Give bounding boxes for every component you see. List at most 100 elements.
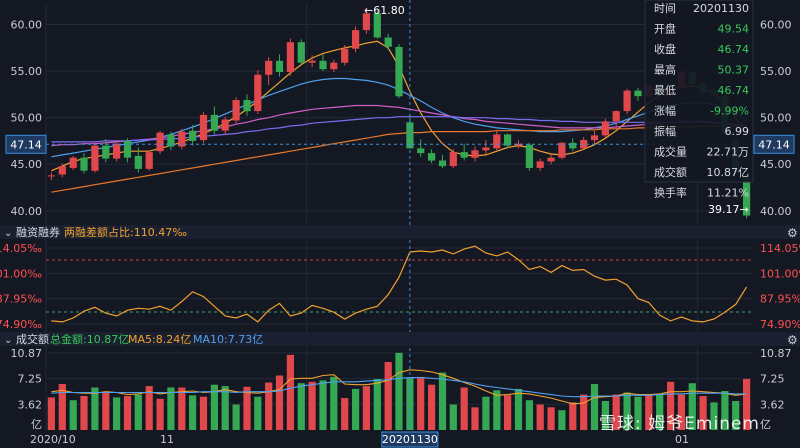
candle-body: [189, 130, 197, 141]
crosshair-layer: 47.14 47.14 20201130: [5, 0, 795, 448]
candle-body: [362, 13, 370, 31]
price-axis-label-left: 45.00: [11, 158, 43, 171]
volume-bar: [569, 402, 577, 430]
watermark: 雪球: 姆爷Eminem: [599, 414, 760, 434]
axis-labels-layer: 60.00 60.00 55.00 55.00 50.00 50.00 45.00 45.00…: [0, 18, 800, 446]
candle-body: [265, 60, 273, 75]
ratio-axis-label-left: 101.00‰: [0, 267, 42, 280]
time-axis-label: 2020/10: [30, 433, 76, 446]
volume-bar: [221, 386, 229, 430]
candle-body: [547, 157, 555, 162]
low-price-annotation: 39.17→: [708, 203, 749, 216]
candle-body: [590, 135, 599, 141]
candle-body: [243, 100, 251, 112]
ratio-axis-label-right: 87.95‰: [760, 293, 800, 306]
settings-gear-icon[interactable]: ⚙: [787, 333, 798, 347]
candle-body: [123, 140, 132, 158]
candle-body: [558, 142, 566, 158]
ratio-axis-label-left: 114.05‰: [0, 242, 42, 255]
ratio-axis-label-left: 74.90‰: [0, 318, 42, 331]
candle-body: [601, 121, 609, 136]
candle-body: [145, 152, 153, 169]
ratio-axis-label-right: 101.00‰: [760, 267, 800, 280]
volume-bar: [645, 394, 653, 430]
volume-bar: [80, 396, 88, 430]
candle-body: [91, 145, 99, 171]
tooltip-row-value: 6.99: [725, 125, 750, 138]
volume-bar: [547, 407, 555, 430]
candle-body: [275, 60, 284, 72]
candle-body: [297, 42, 305, 63]
candle-body: [232, 100, 240, 121]
margin-ratio-line: [51, 245, 748, 323]
price-axis-label-right: 45.00: [760, 158, 792, 171]
candle-body: [352, 30, 360, 49]
volume-axis-label-left: 3.62: [18, 398, 43, 411]
settings-gear-icon[interactable]: ⚙: [787, 226, 798, 240]
volume-bar: [428, 384, 436, 430]
volume-bar: [449, 404, 457, 430]
candle-body: [178, 131, 186, 147]
candle-body: [449, 152, 457, 167]
volume-bar: [677, 394, 685, 430]
volume-bar: [536, 404, 544, 430]
volume-bar: [210, 384, 218, 430]
volume-bar: [395, 352, 403, 430]
volume-bar: [699, 396, 707, 430]
volume-bar: [265, 382, 273, 430]
volume-bar: [243, 386, 251, 430]
price-axis-label-left: 50.00: [11, 112, 43, 125]
volume-bar: [113, 397, 121, 430]
time-axis-label: 11: [160, 433, 174, 446]
volume-bar: [330, 376, 338, 430]
price-ma-line: [51, 104, 747, 147]
volume-axis-label-left: 亿: [31, 418, 42, 431]
time-axis-label: 01: [675, 433, 689, 446]
margin-panel-title: 融资融券: [16, 225, 60, 239]
collapse-chevron-icon[interactable]: ⌄: [4, 228, 12, 239]
high-price-annotation: ←61.80: [364, 4, 405, 17]
collapse-chevron-icon[interactable]: ⌄: [4, 335, 12, 346]
volume-bar: [417, 376, 425, 430]
volume-bar: [580, 394, 588, 430]
volume-bar: [460, 387, 468, 430]
candle-body: [406, 122, 414, 149]
tooltip-row-label: 收盘: [654, 42, 676, 56]
candle-body: [395, 46, 403, 97]
volume-bar: [732, 401, 740, 430]
candle-body: [623, 90, 631, 112]
volume-axis-label-right: 亿: [760, 418, 771, 431]
volume-bar: [286, 354, 294, 430]
volume-bar: [308, 381, 316, 430]
tooltip-row-value: 10.87亿: [707, 166, 750, 179]
candle-body: [743, 175, 751, 216]
volume-bar: [275, 375, 284, 430]
tooltip-row-label: 成交额: [654, 165, 687, 179]
volume-bar: [189, 395, 197, 430]
candle-body: [199, 114, 208, 141]
volume-bar: [167, 387, 175, 430]
volume-bar: [134, 394, 142, 430]
volume-panel-title: 成交额: [16, 332, 49, 346]
tooltip-row-label: 最低: [654, 84, 676, 97]
volume-bar: [438, 372, 447, 430]
volume-axis-label-left: 7.25: [18, 373, 43, 386]
candle-body: [254, 74, 262, 112]
candle-body: [308, 60, 316, 63]
volume-bar: [743, 379, 751, 430]
volume-axis-label-right: 7.25: [760, 373, 785, 386]
candle-body: [569, 142, 577, 149]
candle-body: [504, 134, 512, 146]
crosshair-price-tag-right: [753, 134, 795, 154]
candle-body: [69, 157, 77, 168]
candle-body: [634, 90, 642, 97]
volume-ma5-label: MA5:8.24亿: [128, 333, 191, 346]
tooltip-row-value: 46.74: [718, 84, 750, 97]
volume-bar: [525, 400, 533, 430]
volume-bar: [352, 388, 360, 430]
volume-bar: [493, 390, 501, 430]
price-ma-line: [51, 116, 747, 143]
volume-bar: [601, 401, 609, 430]
volume-bar: [156, 398, 164, 430]
